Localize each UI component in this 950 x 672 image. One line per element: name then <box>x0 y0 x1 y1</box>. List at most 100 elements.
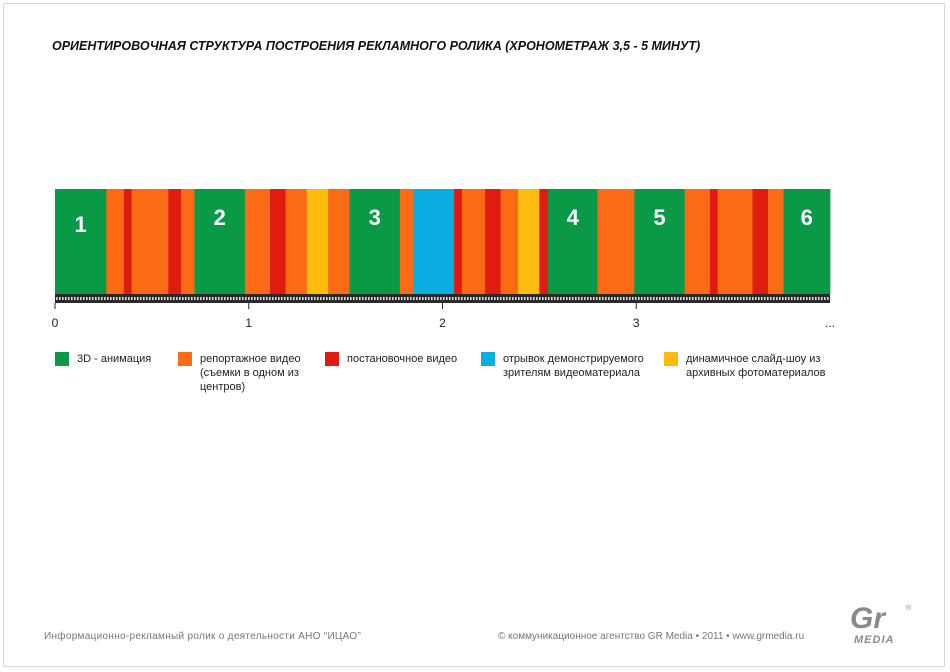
segment-report <box>684 189 711 294</box>
timeline-strip-perforation <box>455 297 457 300</box>
timeline-strip-perforation <box>518 297 520 300</box>
timeline-strip-perforation <box>335 297 337 300</box>
timeline-strip-perforation <box>236 297 238 300</box>
timeline-strip-perforation <box>446 297 448 300</box>
segment-staged <box>539 189 549 294</box>
timeline-strip-perforation <box>143 297 145 300</box>
timeline-strip-perforation <box>482 297 484 300</box>
logo-top-text: Gr <box>850 602 887 635</box>
timeline-strip-perforation <box>557 297 559 300</box>
legend-swatch-slideshow <box>664 352 678 366</box>
footer-project-caption: Информационно-рекламный ролик о деятельн… <box>44 631 362 642</box>
timeline-strip-perforation <box>404 297 406 300</box>
timeline-strip-perforation <box>812 297 814 300</box>
tick-label: 2 <box>439 316 446 330</box>
timeline-strip-perforation <box>803 297 805 300</box>
timeline-strip-perforation <box>395 297 397 300</box>
timeline-strip-perforation <box>107 297 109 300</box>
timeline-strip-perforation <box>614 297 616 300</box>
timeline-strip-perforation <box>731 297 733 300</box>
timeline-strip-perforation <box>356 297 358 300</box>
timeline-strip-perforation <box>320 297 322 300</box>
timeline-strip-perforation <box>449 297 451 300</box>
tick-label: 0 <box>52 316 59 330</box>
timeline-strip-perforation <box>749 297 751 300</box>
timeline-strip-perforation <box>413 297 415 300</box>
timeline-strip-perforation <box>341 297 343 300</box>
timeline-strip-perforation <box>137 297 139 300</box>
timeline-strip-perforation <box>671 297 673 300</box>
timeline-strip-perforation <box>494 297 496 300</box>
segment-slideshow <box>306 189 329 294</box>
legend-label-staged: постановочное видео <box>347 353 458 365</box>
timeline-strip-perforation <box>566 297 568 300</box>
timeline-strip-perforation <box>437 297 439 300</box>
timeline-strip-perforation <box>194 297 196 300</box>
gr-media-logo: Gr ® MEDIA <box>850 602 912 646</box>
timeline-strip-perforation <box>785 297 787 300</box>
timeline-strip-perforation <box>80 297 82 300</box>
timeline-strip-perforation <box>686 297 688 300</box>
segment-staged <box>270 189 286 294</box>
timeline-strip-perforation <box>353 297 355 300</box>
block-label-4: 4 <box>567 205 580 230</box>
timeline-strip-perforation <box>113 297 115 300</box>
timeline-strip-perforation <box>416 297 418 300</box>
timeline-strip-perforation <box>299 297 301 300</box>
footer-copyright: © коммуникационное агентство GR Media • … <box>498 631 805 642</box>
segment-animation <box>194 189 246 294</box>
timeline-strip-perforation <box>695 297 697 300</box>
timeline-strip-perforation <box>452 297 454 300</box>
timeline-strip-perforation <box>596 297 598 300</box>
timeline-strip-perforation <box>101 297 103 300</box>
timeline-strip-perforation <box>293 297 295 300</box>
timeline-strip-perforation <box>533 297 535 300</box>
timeline-strip-perforation <box>56 297 58 300</box>
timeline-strip-perforation <box>575 297 577 300</box>
timeline-strip-perforation <box>425 297 427 300</box>
timeline-strip-perforation <box>287 297 289 300</box>
timeline-strip-perforation <box>332 297 334 300</box>
timeline-strip-perforation <box>317 297 319 300</box>
timeline-strip-perforation <box>578 297 580 300</box>
timeline-strip-perforation <box>584 297 586 300</box>
timeline-strip-perforation <box>440 297 442 300</box>
timeline-strip-perforation <box>188 297 190 300</box>
timeline-strip-perforation <box>815 297 817 300</box>
timeline-strip-perforation <box>206 297 208 300</box>
segment-report <box>131 189 143 294</box>
timeline-strip-perforation <box>89 297 91 300</box>
timeline-strip-perforation <box>98 297 100 300</box>
page-frame <box>3 3 945 667</box>
timeline-strip-perforation <box>71 297 73 300</box>
timeline-strip-perforation <box>272 297 274 300</box>
segment-animation <box>783 189 831 294</box>
timeline-strip-perforation <box>368 297 370 300</box>
timeline-strip-perforation <box>260 297 262 300</box>
segment-animation <box>55 189 107 294</box>
timeline-strip-perforation <box>347 297 349 300</box>
timeline-strip-perforation <box>197 297 199 300</box>
timeline-strip-perforation <box>86 297 88 300</box>
timeline-strip-perforation <box>302 297 304 300</box>
segment-staged <box>752 189 769 294</box>
svg-text:®: ® <box>906 604 912 612</box>
timeline-strip-perforation <box>146 297 148 300</box>
timeline-strip-perforation <box>824 297 826 300</box>
tick-label: 3 <box>633 316 640 330</box>
timeline-strip-perforation <box>245 297 247 300</box>
timeline-strip-perforation <box>359 297 361 300</box>
segment-staged <box>123 189 132 294</box>
timeline-strip-perforation <box>224 297 226 300</box>
timeline-strip <box>55 294 830 303</box>
timeline-strip-perforation <box>713 297 715 300</box>
timeline-strip-perforation <box>68 297 70 300</box>
timeline-strip-perforation <box>116 297 118 300</box>
timeline-strip-perforation <box>512 297 514 300</box>
timeline-strip-perforation <box>572 297 574 300</box>
segment-animation <box>548 189 598 294</box>
timeline-strip-perforation <box>212 297 214 300</box>
timeline-strip-perforation <box>776 297 778 300</box>
segment-staged <box>168 189 182 294</box>
